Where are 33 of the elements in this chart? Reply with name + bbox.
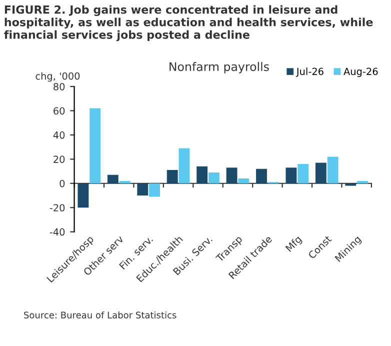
bar — [345, 183, 356, 186]
x-tick-label: Mfg — [285, 235, 304, 254]
y-tick-label: 80 — [54, 82, 65, 90]
bar — [226, 168, 238, 184]
y-tick-label: 20 — [54, 156, 65, 163]
y-tick-label: 40 — [53, 131, 65, 139]
y-tick-label: 60 — [54, 107, 65, 115]
bar — [327, 156, 338, 184]
y-axis-title: chg, '000 — [36, 72, 80, 82]
source-note: Source: Bureau of Labor Statistics — [24, 311, 176, 318]
bar — [208, 172, 220, 184]
bar — [166, 170, 178, 184]
chart-subtitle: Nonfarm payrolls — [170, 62, 269, 74]
bar — [149, 183, 160, 197]
bar — [298, 164, 309, 184]
bar — [78, 183, 89, 208]
bar — [196, 166, 208, 184]
bar — [90, 108, 101, 184]
legend-label: Aug-26 — [344, 68, 378, 77]
bar — [238, 178, 250, 184]
y-tick-label: 0 — [60, 180, 65, 188]
bar — [107, 174, 118, 184]
bar — [119, 180, 130, 184]
legend-label: Jul-26 — [296, 68, 324, 77]
y-tick-label: -40 — [50, 228, 65, 236]
y-tick-label: -20 — [50, 204, 65, 212]
bar — [315, 162, 326, 184]
bar — [286, 168, 297, 184]
bar — [178, 148, 190, 184]
bar — [256, 168, 267, 184]
bar — [137, 183, 148, 196]
chart-title: FIGURE 2. Job gains were concentrated in leisure and hospitality, as well as education and health services, while financial services jobs posted a decline — [4, 5, 373, 42]
bar — [357, 180, 368, 184]
